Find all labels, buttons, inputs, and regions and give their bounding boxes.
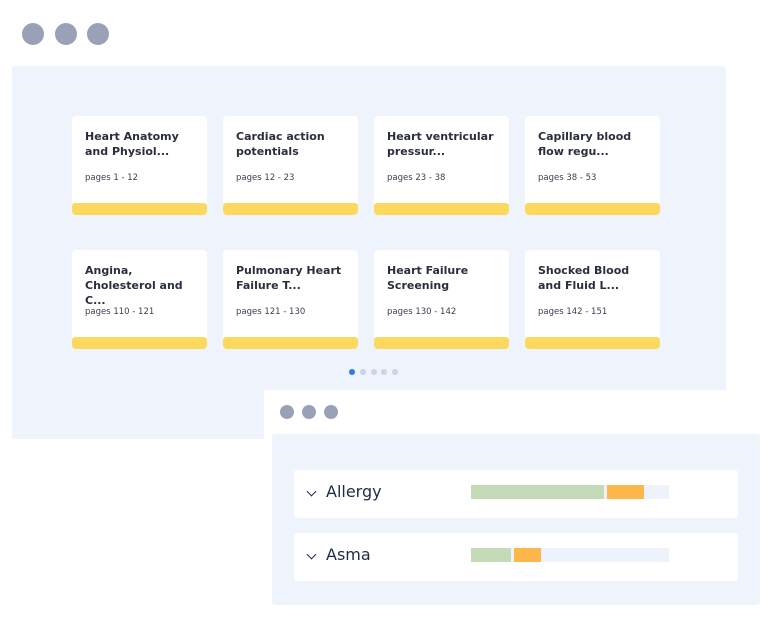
card-title: Capillary blood flow regu... xyxy=(538,130,632,158)
topic-label: Allergy xyxy=(326,482,382,501)
card-bar xyxy=(374,337,509,349)
window-dot xyxy=(87,23,109,45)
card-pages: pages 110 - 121 xyxy=(85,307,155,317)
progress-segment xyxy=(471,485,604,499)
progress-track xyxy=(471,548,669,562)
card-bar xyxy=(223,203,358,215)
pagination-dot[interactable] xyxy=(360,369,366,375)
card-title: Heart Anatomy and Physiol... xyxy=(85,130,179,158)
card[interactable]: Heart ventricular pressur... pages 23 - 3… xyxy=(374,116,509,215)
progress-segment xyxy=(471,548,511,562)
topic-row[interactable]: Allergy xyxy=(294,470,738,518)
window-dot xyxy=(302,405,316,419)
card-pages: pages 121 - 130 xyxy=(236,307,306,317)
card-pages: pages 130 - 142 xyxy=(387,307,457,317)
card-bar xyxy=(223,337,358,349)
window-dot xyxy=(280,405,294,419)
pagination-dot[interactable] xyxy=(349,369,355,375)
card[interactable]: Heart Anatomy and Physiol... pages 1 - 12 xyxy=(72,116,207,215)
progress-segment xyxy=(606,485,645,499)
pagination-dot[interactable] xyxy=(371,369,377,375)
card-bar xyxy=(72,337,207,349)
card[interactable]: Cardiac action potentials pages 12 - 23 xyxy=(223,116,358,215)
progress-segment xyxy=(513,548,542,562)
card-title: Cardiac action potentials xyxy=(236,130,325,158)
card[interactable]: Shocked Blood and Fluid L... pages 142 - … xyxy=(525,250,660,349)
window-dot xyxy=(324,405,338,419)
card-pages: pages 142 - 151 xyxy=(538,307,608,317)
card-title: Pulmonary Heart Failure T... xyxy=(236,264,342,292)
card-bar xyxy=(374,203,509,215)
chevron[interactable] xyxy=(306,549,317,560)
card-pages: pages 38 - 53 xyxy=(538,173,597,183)
window-dot xyxy=(55,23,77,45)
card[interactable]: Pulmonary Heart Failure T... pages 121 - … xyxy=(223,250,358,349)
card[interactable]: Heart Failure Screening pages 130 - 142 xyxy=(374,250,509,349)
card-title: Heart ventricular pressur... xyxy=(387,130,494,158)
card[interactable]: Capillary blood flow regu... pages 38 - 5… xyxy=(525,116,660,215)
card[interactable]: Angina, Cholesterol and C... pages 110 - … xyxy=(72,250,207,349)
pagination-dot[interactable] xyxy=(392,369,398,375)
card-pages: pages 1 - 12 xyxy=(85,173,139,183)
topic-label: Asma xyxy=(326,545,371,564)
pagination-dot[interactable] xyxy=(381,369,387,375)
card-title: Angina, Cholesterol and C... xyxy=(85,264,183,307)
card-title: Shocked Blood and Fluid L... xyxy=(538,264,630,292)
window-dot xyxy=(22,23,44,45)
card-bar xyxy=(525,337,660,349)
chevron[interactable] xyxy=(306,486,317,497)
card-bar xyxy=(72,203,207,215)
card-pages: pages 12 - 23 xyxy=(236,173,295,183)
topic-row[interactable]: Asma xyxy=(294,533,738,581)
card-pages: pages 23 - 38 xyxy=(387,173,446,183)
card-title: Heart Failure Screening xyxy=(387,264,469,292)
card-bar xyxy=(525,203,660,215)
progress-track xyxy=(471,485,669,499)
